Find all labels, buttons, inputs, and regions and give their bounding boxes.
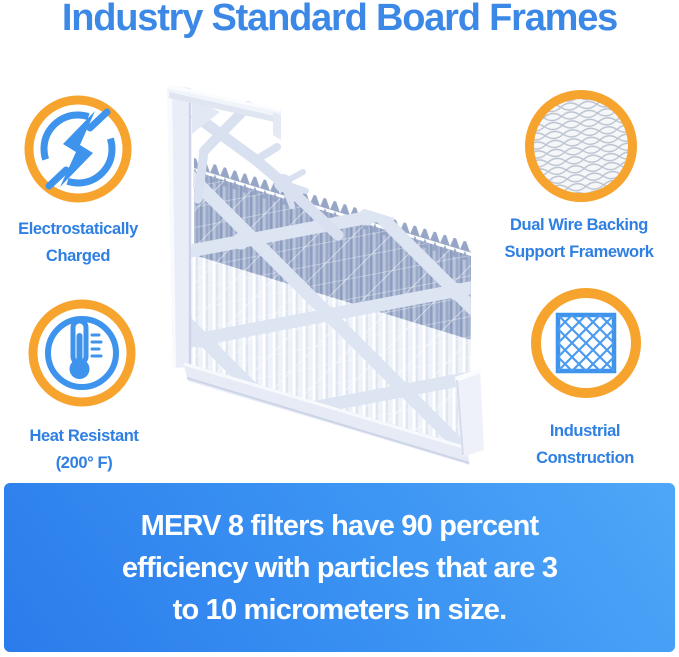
lattice-grid-icon <box>531 288 641 398</box>
feature-label-industrial: Industrial Construction <box>500 418 670 472</box>
banner-line: efficiency with particles that are 3 <box>121 552 558 584</box>
lightning-bolt-icon <box>24 95 132 203</box>
feature-label-line: Heat Resistant <box>29 427 139 445</box>
feature-label-heat-resistant: Heat Resistant (200° F) <box>4 423 164 477</box>
banner-line: to 10 micrometers in size. <box>172 594 508 626</box>
feature-label-line: (200° F) <box>55 454 113 472</box>
feature-label-line: Construction <box>536 449 634 467</box>
thermometer-icon <box>28 299 136 407</box>
banner-line: MERV 8 filters have 90 percent <box>140 510 540 542</box>
merv-info-banner: MERV 8 filters have 90 percent efficienc… <box>4 483 675 652</box>
feature-label-line: Charged <box>45 247 111 265</box>
merv-info-text: MERV 8 filters have 90 percent efficienc… <box>4 483 675 631</box>
wire-mesh-icon <box>525 90 637 202</box>
feature-label-electrostatic: Electrostatically Charged <box>0 216 162 270</box>
feature-label-wire-backing: Dual Wire Backing Support Framework <box>494 212 664 266</box>
feature-label-line: Electrostatically <box>18 220 138 238</box>
feature-label-line: Support Framework <box>504 243 654 261</box>
page-title: Industry Standard Board Frames <box>61 0 618 39</box>
feature-label-line: Dual Wire Backing <box>510 216 648 234</box>
feature-label-line: Industrial <box>549 422 621 440</box>
